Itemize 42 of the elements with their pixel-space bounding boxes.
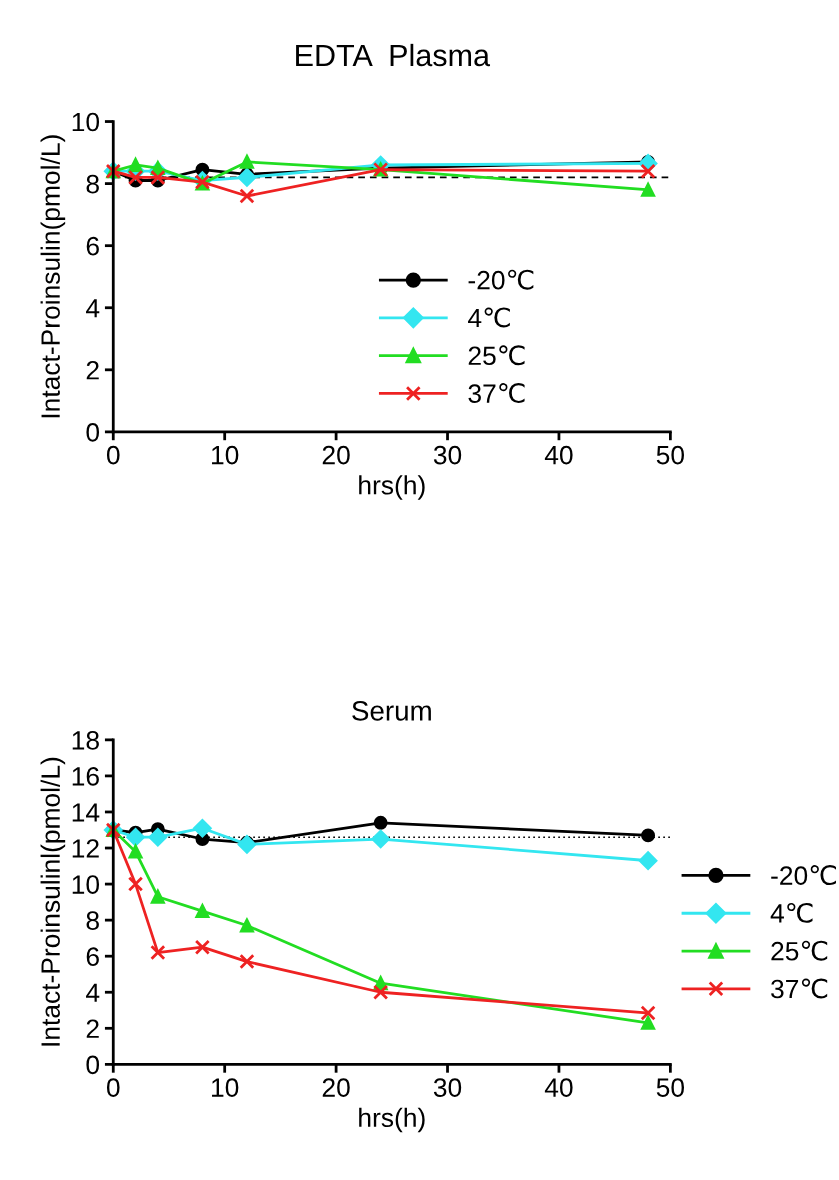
x-tick-label: 20 xyxy=(322,445,350,465)
x-tick-label: 40 xyxy=(544,445,573,465)
legend-label: 4℃ xyxy=(468,307,510,328)
x-tick-label: 50 xyxy=(656,445,685,465)
x-axis-title: hrs(h) xyxy=(359,475,425,500)
y-tick-label: 6 xyxy=(86,236,99,256)
y-tick-label: 0 xyxy=(86,1055,100,1075)
legend-label: 25℃ xyxy=(468,345,525,366)
y-tick-label: 8 xyxy=(86,174,99,194)
y-tick-label: 4 xyxy=(86,299,100,318)
y-axis-title: Intact-Proinsulin(pmol/L) xyxy=(40,135,66,418)
x-tick-label: 10 xyxy=(212,445,239,465)
y-tick-label: 16 xyxy=(72,767,99,786)
chart-title: EDTA Plasma xyxy=(296,43,491,67)
x-tick-label: 20 xyxy=(322,1078,350,1097)
x-tick-label: 30 xyxy=(433,445,462,465)
legend-label: 37℃ xyxy=(468,383,525,404)
y-tick-label: 4 xyxy=(86,983,100,1002)
y-tick-label: 18 xyxy=(72,730,99,750)
x-tick-label: 10 xyxy=(212,1078,239,1097)
chart-title: Serum xyxy=(352,701,431,721)
legend-label: 25℃ xyxy=(771,940,828,961)
x-tick-label: 30 xyxy=(433,1078,462,1097)
y-tick-label: 10 xyxy=(72,112,100,132)
legend-label: -20℃ xyxy=(468,269,534,290)
y-tick-label: 12 xyxy=(72,839,99,858)
y-tick-label: 2 xyxy=(86,360,99,380)
y-tick-label: 2 xyxy=(86,1019,99,1038)
x-tick-label: 0 xyxy=(106,1078,120,1097)
x-tick-label: 40 xyxy=(544,1078,573,1097)
x-tick-label: 0 xyxy=(106,445,120,465)
x-axis-title: hrs(h) xyxy=(359,1107,425,1133)
y-tick-label: 10 xyxy=(72,875,100,894)
x-tick-label: 50 xyxy=(656,1078,685,1097)
legend-label: 37℃ xyxy=(771,978,828,999)
legend-label: -20℃ xyxy=(771,865,836,886)
legend-label: 4℃ xyxy=(770,902,813,923)
y-axis-title: Intact-Proinsulinl(pmol/L) xyxy=(40,757,66,1046)
y-tick-label: 14 xyxy=(72,803,100,822)
y-tick-label: 8 xyxy=(86,911,99,930)
y-tick-label: 0 xyxy=(86,423,100,442)
y-tick-label: 6 xyxy=(86,947,99,967)
